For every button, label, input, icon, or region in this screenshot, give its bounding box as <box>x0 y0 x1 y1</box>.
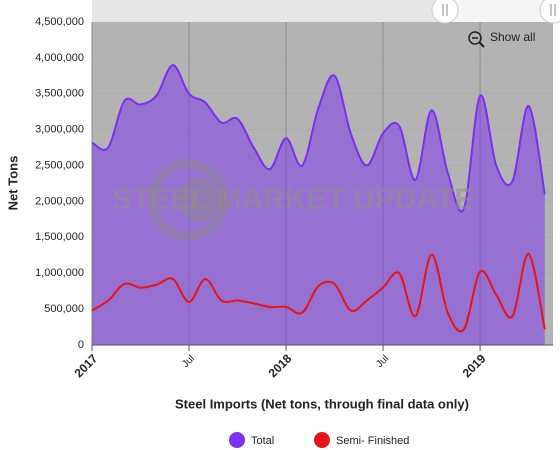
x-tick-label: Jul <box>180 353 197 370</box>
line <box>91 252 546 333</box>
legend-marker <box>314 432 330 448</box>
y-tick-label: 4,500,000 <box>35 16 84 28</box>
marks <box>91 64 546 345</box>
legend-label: Semi- Finished <box>336 435 409 447</box>
y-tick-label: 2,500,000 <box>35 159 84 171</box>
x-tick-label: 2017 <box>72 351 101 380</box>
navigator-handle[interactable] <box>539 0 560 24</box>
y-tick-label: 4,000,000 <box>35 52 84 64</box>
legend-label: Total <box>251 435 274 447</box>
x-tick-label: 2018 <box>266 351 295 380</box>
watermark-logo <box>147 159 229 241</box>
y-tick-label: 3,000,000 <box>35 124 84 136</box>
y-tick-label: 0 <box>78 339 84 351</box>
y-tick-label: 3,500,000 <box>35 88 84 100</box>
y-tick-label: 2,000,000 <box>35 195 84 207</box>
show-all-button[interactable]: Show all <box>468 30 535 48</box>
navigator-handle[interactable] <box>431 0 459 24</box>
area <box>92 65 545 345</box>
button-label[interactable]: Show all <box>490 30 535 44</box>
navigator-window <box>445 0 553 22</box>
x-axis-title: Steel Imports (Net tons, through final d… <box>175 396 469 411</box>
y-tick-label: 1,500,000 <box>35 231 84 243</box>
y-tick-label: 1,000,000 <box>35 267 84 279</box>
x-tick-label: 2019 <box>460 351 489 380</box>
y-axis-title: Net Tons <box>5 156 20 211</box>
y-tick-label: 500,000 <box>44 303 84 315</box>
legend-marker <box>229 432 245 448</box>
watermark: STEEL MARKET UPDATE <box>112 183 474 216</box>
x-tick-label: Jul <box>374 353 391 370</box>
line <box>91 64 546 213</box>
legend: Total Semi- Finished <box>229 432 409 448</box>
